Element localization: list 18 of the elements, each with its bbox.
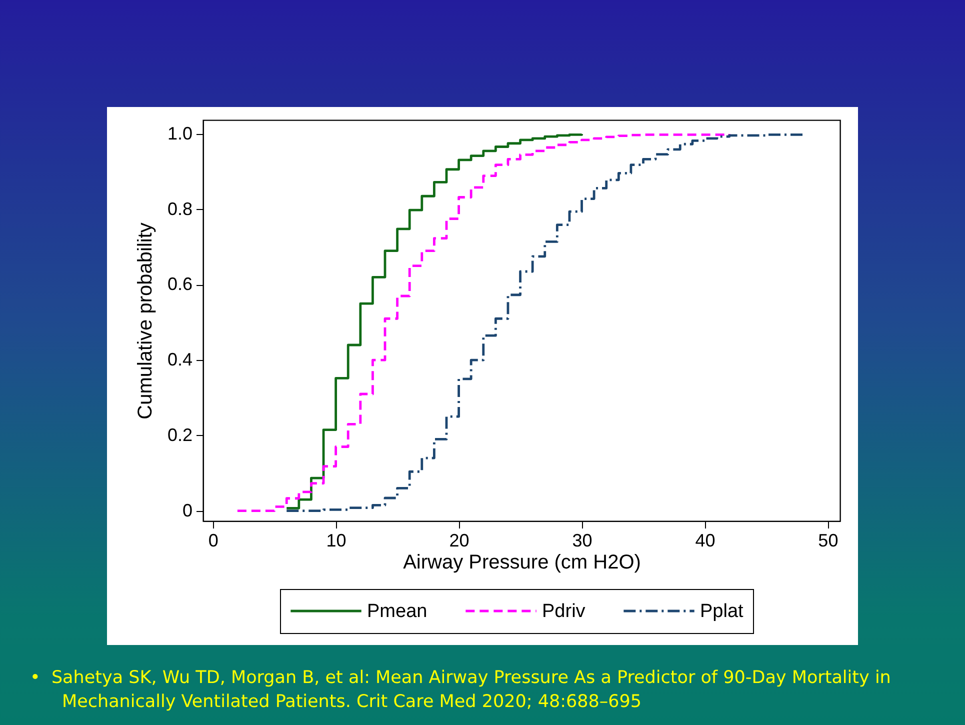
x-tick-label: 10 xyxy=(326,530,346,550)
y-tick-label: 0 xyxy=(182,500,192,520)
y-tick-label: 0.4 xyxy=(167,350,192,370)
x-tick-label: 40 xyxy=(695,530,716,550)
y-tick-label: 1.0 xyxy=(167,123,192,144)
legend-label: Pdriv xyxy=(542,601,586,622)
text: • Sahetya SK, Wu TD, Morgan B, et al: Mean Airway Pressure As a Predictor of 90-Day Mortality in Mechanically Ventilated Patients. Crit Care Med 2020; 48:688–695 xyxy=(30,667,892,714)
y-tick-label: 0.2 xyxy=(167,424,192,445)
x-tick-label: 50 xyxy=(818,530,838,550)
x-tick-label: 0 xyxy=(208,530,218,550)
x-tick-label: 30 xyxy=(572,530,592,550)
y-tick-label: 0.6 xyxy=(167,274,192,294)
y-tick-label: 0.8 xyxy=(167,198,192,219)
x-tick-label: 20 xyxy=(449,530,470,550)
x-axis-title: Airway Pressure (cm H2O) xyxy=(403,552,641,574)
y-axis-title: Cumulative probability xyxy=(134,222,156,420)
legend-label: Pmean xyxy=(367,601,428,622)
legend-label: Pplat xyxy=(700,601,744,622)
